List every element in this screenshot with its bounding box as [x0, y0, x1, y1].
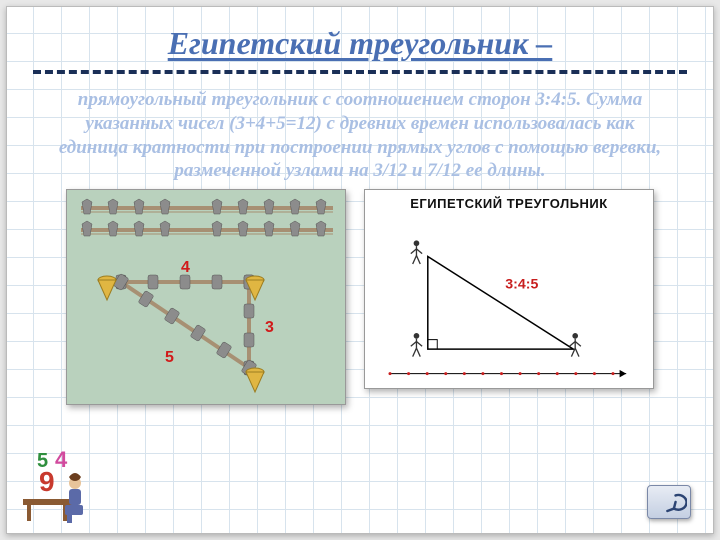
- rope-canvas: 4 3 5: [67, 190, 345, 404]
- svg-text:4: 4: [55, 447, 68, 472]
- dashed-divider: [33, 70, 687, 74]
- page-title: Египетский треугольник –: [47, 25, 673, 62]
- svg-text:9: 9: [39, 466, 55, 497]
- figure-rope-triangle: 4 3 5: [66, 189, 346, 405]
- svg-text:3:4:5: 3:4:5: [505, 277, 538, 293]
- figures-row: 4 3 5 ЕГИПЕТСКИЙ ТРЕУГОЛЬНИК 3:4:5: [47, 189, 673, 405]
- return-arrow-icon: [651, 488, 687, 516]
- clipart-student: 549: [17, 441, 91, 523]
- svg-text:5: 5: [165, 349, 174, 366]
- svg-text:3: 3: [265, 319, 274, 336]
- content-area: Египетский треугольник – прямоугольный т…: [7, 7, 713, 533]
- slide: Египетский треугольник – прямоугольный т…: [6, 6, 714, 534]
- return-button[interactable]: [647, 485, 691, 519]
- eg-canvas: ЕГИПЕТСКИЙ ТРЕУГОЛЬНИК 3:4:5: [365, 190, 653, 388]
- figure-egyptian-schematic: ЕГИПЕТСКИЙ ТРЕУГОЛЬНИК 3:4:5: [364, 189, 654, 389]
- body-paragraph: прямоугольный треугольник с соотношением…: [47, 88, 673, 195]
- figure-right-title: ЕГИПЕТСКИЙ ТРЕУГОЛЬНИК: [373, 196, 645, 211]
- svg-text:4: 4: [181, 259, 190, 276]
